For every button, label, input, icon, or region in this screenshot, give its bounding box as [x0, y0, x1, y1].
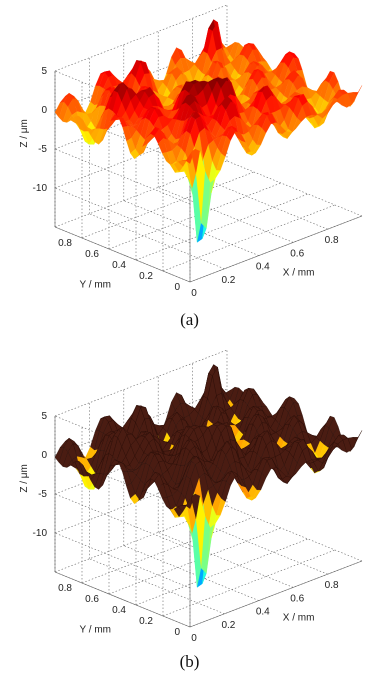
axes-box: [54, 349, 363, 628]
y-tick-label: 0.6: [85, 249, 99, 260]
y-axis-label: Y / mm: [80, 624, 111, 635]
z-axis-label: Z / μm: [19, 464, 30, 493]
x-tick-label: 0.6: [290, 248, 304, 259]
z-tick-label: 5: [41, 66, 47, 77]
axis-line: [54, 160, 228, 228]
surface-cell: [352, 85, 363, 96]
axis-line: [123, 200, 259, 256]
tick-labels: 5 0 -5 -10 0 0.2 0.4 0.6 0.8 0 0.2 0.4 0.6 0.8 X / mm Y…: [19, 411, 339, 644]
y-tick-label: 0: [174, 282, 180, 293]
surface-mesh: [54, 19, 363, 243]
y-tick-label: 0: [174, 627, 180, 638]
axis-line: [54, 532, 191, 589]
axis-line: [226, 160, 363, 217]
x-tick-label: 0.2: [221, 620, 235, 631]
x-tick-label: 0.6: [290, 593, 304, 604]
x-tick-label: 0.4: [256, 262, 270, 273]
z-tick-label: 0: [41, 105, 47, 116]
y-tick-label: 0.8: [58, 238, 72, 249]
axis-line: [81, 516, 255, 584]
x-tick-label: 0.4: [256, 607, 270, 618]
axis-line: [81, 171, 255, 239]
y-tick-label: 0.8: [58, 583, 72, 594]
axis-line: [54, 121, 228, 189]
x-tick-label: 0.2: [221, 275, 235, 286]
axis-line: [162, 204, 336, 272]
caption-a: (a): [180, 310, 199, 329]
x-axis-label: X / mm: [283, 268, 315, 279]
surface-mesh: [54, 364, 363, 588]
axis-line: [54, 349, 228, 417]
x-tick-label: 0: [191, 288, 197, 299]
axis-line: [158, 187, 294, 243]
z-axis-label: Z / μm: [19, 119, 30, 148]
x-tick-label: 0: [191, 633, 197, 644]
z-tick-label: -10: [33, 528, 48, 539]
axis-line: [135, 538, 309, 606]
axis-line: [54, 571, 191, 628]
x-axis-label: X / mm: [283, 613, 315, 624]
axis-line: [226, 505, 363, 562]
axis-line: [123, 545, 259, 601]
surface-plot-b: 5 0 -5 -10 0 0.2 0.4 0.6 0.8 0 0.2 0.4 0.6 0.8 X / mm Y…: [0, 345, 379, 655]
y-tick-label: 0.4: [112, 260, 126, 271]
z-tick-label: -5: [38, 489, 47, 500]
surface-plot-a: 5 0 -5 -10 0 0.2 0.4 0.6 0.8 0 0.2 0.4 0.6 0.8 X / mm Y…: [0, 0, 379, 310]
y-axis-label: Y / mm: [80, 279, 111, 290]
axis-line: [135, 193, 309, 261]
axis-line: [54, 466, 228, 534]
axis-line: [54, 226, 191, 283]
caption-b: (b): [179, 652, 200, 671]
z-tick-label: 5: [41, 411, 47, 422]
x-tick-label: 0.8: [325, 235, 339, 246]
z-tick-label: -10: [33, 183, 48, 194]
axis-line: [189, 215, 363, 283]
axis-line: [158, 532, 294, 588]
axis-line: [54, 505, 228, 573]
axis-line: [54, 4, 228, 72]
y-tick-label: 0.2: [139, 271, 153, 282]
surface-plot-a-canvas: 5 0 -5 -10 0 0.2 0.4 0.6 0.8 0 0.2 0.4 0.6 0.8 X / mm Y…: [19, 4, 363, 299]
axis-line: [189, 560, 363, 628]
axis-line: [162, 549, 336, 617]
x-tick-label: 0.8: [325, 580, 339, 591]
surface-cell: [352, 430, 363, 441]
y-tick-label: 0.4: [112, 605, 126, 616]
y-tick-label: 0.6: [85, 594, 99, 605]
tick-labels: 5 0 -5 -10 0 0.2 0.4 0.6 0.8 0 0.2 0.4 0.6 0.8 X / mm Y…: [19, 66, 339, 299]
axis-line: [54, 187, 191, 244]
z-tick-label: -5: [38, 144, 47, 155]
surface-plot-b-canvas: 5 0 -5 -10 0 0.2 0.4 0.6 0.8 0 0.2 0.4 0.6 0.8 X / mm Y…: [19, 349, 363, 644]
z-tick-label: 0: [41, 450, 47, 461]
y-tick-label: 0.2: [139, 616, 153, 627]
